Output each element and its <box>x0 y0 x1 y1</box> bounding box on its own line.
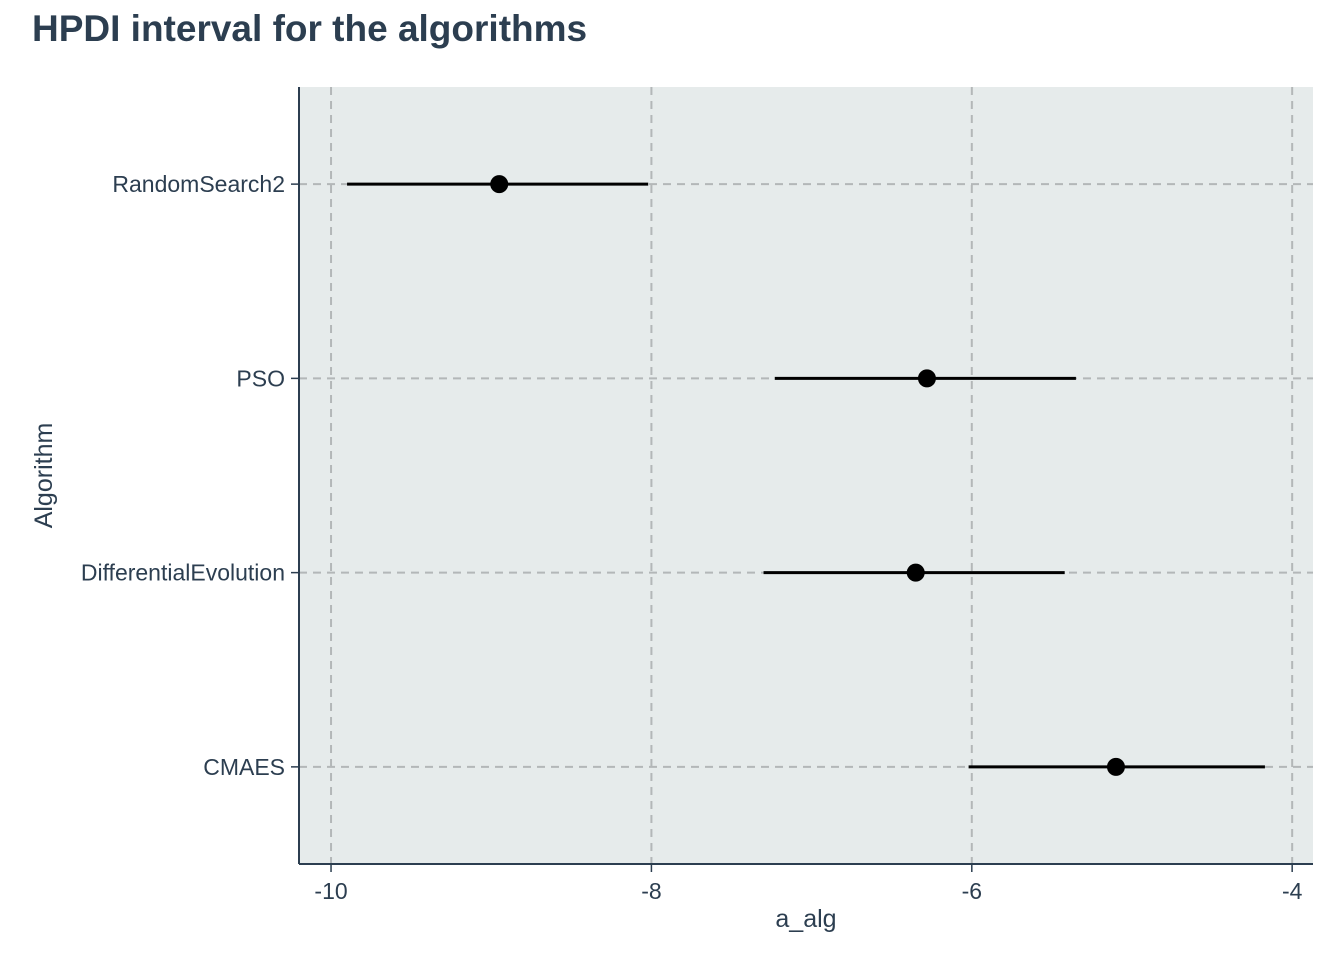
grid-lines <box>299 87 1313 864</box>
y-tick-label: DifferentialEvolution <box>81 560 285 586</box>
point-estimate <box>917 369 936 388</box>
x-axis-title: a_alg <box>775 905 836 933</box>
plot-panel <box>299 87 1313 864</box>
y-tick-label: CMAES <box>203 754 285 780</box>
x-tick-label: -4 <box>1282 878 1303 904</box>
point-estimate <box>490 175 509 194</box>
x-tick-label: -6 <box>962 878 982 904</box>
x-tick-label: -10 <box>314 878 347 904</box>
chart-title: HPDI interval for the algorithms <box>32 8 588 49</box>
point-estimate <box>906 563 925 582</box>
tick-labels: -10 -8 -6 -4 RandomSearch2 PSO DifferentialEvo… <box>81 171 1303 904</box>
point-estimate <box>1106 757 1125 776</box>
y-axis-title: Algorithm <box>30 423 58 529</box>
axes <box>291 87 1313 872</box>
y-tick-label: PSO <box>236 365 285 391</box>
data-marks <box>347 175 1265 776</box>
y-tick-label: RandomSearch2 <box>112 171 285 197</box>
x-tick-label: -8 <box>641 878 661 904</box>
